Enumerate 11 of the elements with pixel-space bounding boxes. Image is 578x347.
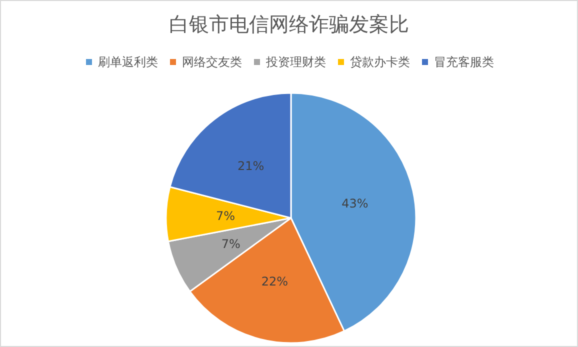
data-label: 21%: [238, 159, 264, 174]
data-label: 22%: [261, 274, 288, 288]
legend-label: 网络交友类: [182, 55, 242, 69]
legend-label: 刷单返利类: [98, 55, 158, 69]
chart-title: 白银市电信网络诈骗发案比: [169, 12, 409, 36]
data-label: 43%: [342, 196, 368, 211]
legend-label: 冒充客服类: [434, 55, 494, 69]
data-label: 7%: [216, 208, 236, 223]
legend-label: 贷款办卡类: [350, 55, 410, 69]
legend-label: 投资理财类: [265, 55, 326, 69]
data-label: 7%: [221, 237, 240, 252]
